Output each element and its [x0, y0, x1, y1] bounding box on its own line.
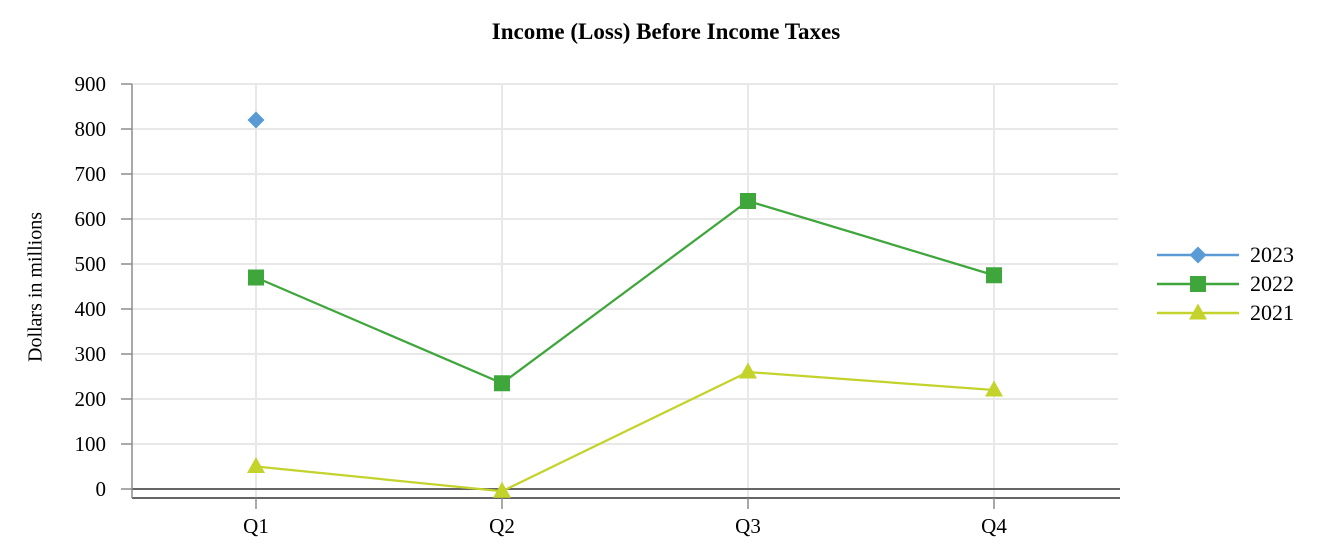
y-tick-label: 800	[75, 117, 107, 141]
y-tick-label: 100	[75, 432, 107, 456]
x-tick-label: Q4	[981, 514, 1007, 538]
chart-title: Income (Loss) Before Income Taxes	[491, 19, 841, 44]
y-tick-label: 0	[96, 477, 107, 501]
legend-entry-2021: 2021	[1156, 298, 1294, 327]
marker-2022-q4	[986, 267, 1002, 284]
legend-label: 2022	[1250, 270, 1294, 296]
y-tick-label: 400	[75, 297, 107, 321]
legend-label: 2021	[1250, 299, 1294, 325]
legend-entry-2022: 2022	[1156, 269, 1294, 298]
marker-2023-q1	[247, 111, 265, 129]
y-tick-label: 200	[75, 387, 107, 411]
series-line-2021	[255, 370, 995, 493]
y-tick-label: 300	[75, 342, 107, 366]
legend-diamond-icon	[1157, 246, 1239, 263]
marker-2021-q3	[739, 362, 757, 379]
legend-marker	[1190, 275, 1206, 292]
y-tick-label: 600	[75, 207, 107, 231]
marker-2022-q2	[494, 375, 510, 392]
legend-entry-2023: 2023	[1156, 240, 1294, 269]
legend-square-icon	[1157, 275, 1239, 292]
marker-2021-q4	[985, 380, 1003, 397]
x-tick-label: Q3	[735, 514, 761, 538]
legend-label: 2023	[1250, 241, 1294, 267]
legend-marker	[1189, 303, 1207, 319]
series-line-2022	[255, 199, 995, 385]
marker-2022-q3	[740, 193, 756, 209]
y-tick-label: 900	[75, 72, 107, 96]
y-tick-label: 700	[75, 162, 107, 186]
legend: 2023 2022 2021	[1156, 240, 1294, 327]
marker-2022-q1	[248, 269, 264, 286]
x-tick-label: Q2	[489, 514, 515, 538]
marker-2021-q2	[493, 481, 511, 498]
marker-2021-q1	[247, 457, 265, 473]
legend-marker	[1189, 246, 1207, 263]
y-tick-label: 500	[75, 252, 107, 276]
x-tick-label: Q1	[243, 514, 269, 538]
legend-triangle-icon	[1157, 303, 1239, 319]
